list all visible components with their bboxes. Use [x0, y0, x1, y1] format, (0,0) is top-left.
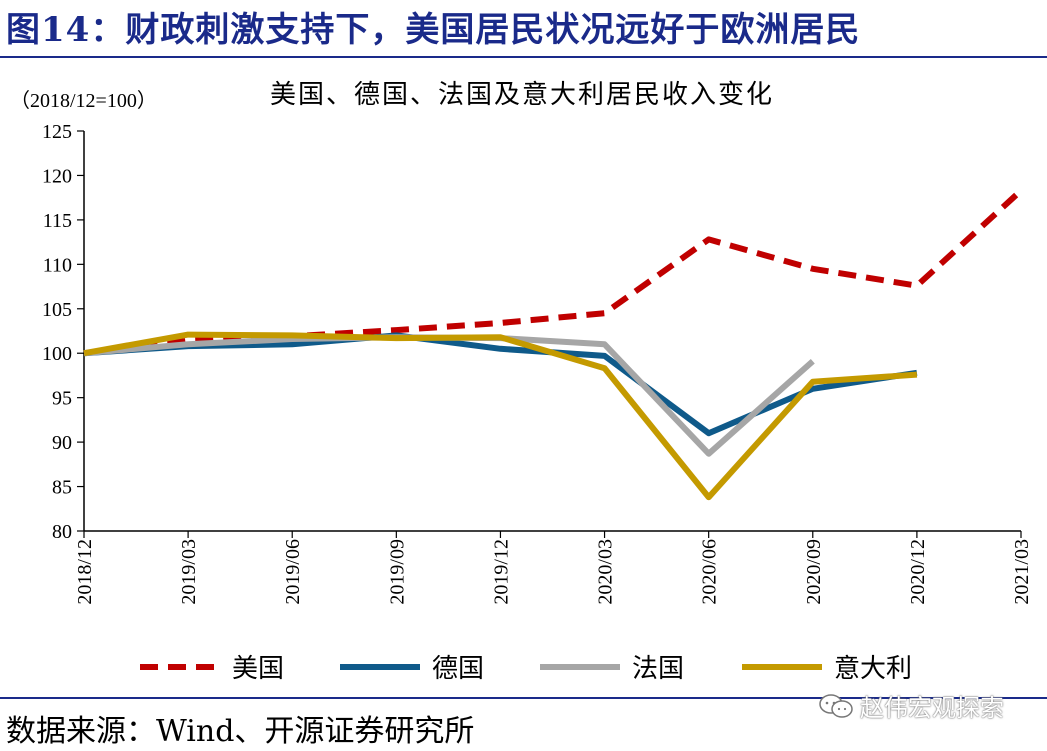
figure-title: 图14：财政刺激支持下，美国居民状况远好于欧洲居民 — [6, 10, 861, 50]
x-tick-label: 2020/03 — [595, 539, 617, 605]
y-tick-label: 100 — [42, 343, 72, 365]
x-tick-label: 2019/06 — [282, 539, 304, 605]
y-tick-label: 120 — [42, 165, 72, 187]
x-tick-label: 2019/03 — [178, 539, 200, 605]
watermark-text: 赵伟宏观探索 — [860, 694, 1004, 722]
legend-label-3: 法国 — [632, 654, 684, 684]
x-tick-label: 2019/09 — [386, 539, 408, 605]
chart-title: 美国、德国、法国及意大利居民收入变化 — [270, 80, 775, 110]
x-tick-label: 2020/06 — [699, 539, 721, 605]
x-tick-label: 2021/03 — [1011, 539, 1033, 605]
series-line-4 — [83, 331, 918, 501]
series-line-2 — [83, 332, 918, 437]
series-line-1 — [83, 188, 1024, 357]
legend-label-2: 德国 — [432, 654, 484, 684]
y-tick-label: 105 — [42, 299, 72, 321]
y-axis-unit-label: （2018/12=100） — [10, 90, 157, 112]
y-tick-label: 85 — [52, 477, 72, 499]
legend-label-4: 意大利 — [834, 654, 912, 684]
chart-axes: 80 85 90 95 100 105 110 115 120 125 2018/12 2019/03… — [42, 121, 1033, 605]
line-chart: 80 85 90 95 100 105 110 115 120 125 2018/12 2019/03… — [42, 121, 1033, 684]
y-tick-label: 80 — [52, 521, 72, 543]
watermark: 赵伟宏观探索 — [818, 688, 1004, 723]
y-tick-label: 95 — [52, 388, 72, 410]
x-tick-label: 2018/12 — [74, 539, 96, 605]
data-source: 数据来源：Wind、开源证券研究所 — [6, 714, 475, 749]
series-layer — [83, 188, 1024, 501]
chat-bubble-icon — [819, 693, 853, 718]
x-tick-label: 2019/12 — [490, 539, 512, 605]
chart-legend: 美国 德国 法国 意大利 — [140, 654, 912, 684]
x-tick-label: 2020/09 — [803, 539, 825, 605]
y-tick-label: 115 — [43, 210, 72, 232]
footer-divider — [0, 697, 1047, 699]
x-tick-label: 2020/12 — [907, 539, 929, 605]
y-tick-label: 110 — [43, 254, 72, 276]
y-tick-label: 125 — [42, 121, 72, 143]
series-line-3 — [83, 334, 815, 457]
y-tick-label: 90 — [52, 432, 72, 454]
legend-label-1: 美国 — [232, 654, 284, 684]
title-divider — [0, 56, 1047, 58]
